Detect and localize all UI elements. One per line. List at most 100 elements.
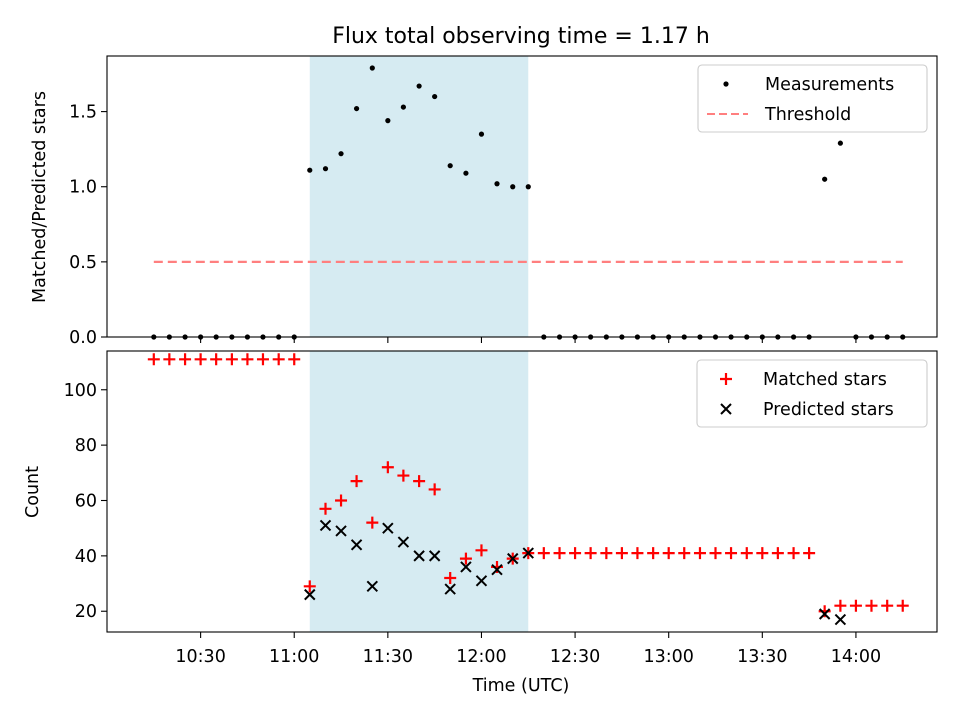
matched-star-point — [756, 547, 769, 560]
bottom-x-ticks: 10:30 11:00 11:30 12:00 12:30 13:00 13:30 14:00 — [175, 632, 881, 667]
top-ytick-label: 0.0 — [69, 328, 97, 348]
matched-star-point — [444, 572, 457, 585]
bottom-xtick-label: 11:30 — [363, 647, 413, 667]
top-y-axis-label: Matched/Predicted stars — [30, 91, 50, 303]
predicted-star-point — [428, 550, 441, 562]
legend-predicted-label: Predicted stars — [763, 400, 894, 420]
chart-title: Flux total observing time = 1.17 h — [332, 24, 710, 49]
bottom-xtick-label: 12:00 — [456, 647, 506, 667]
top-legend-box — [697, 64, 928, 133]
matched-star-point — [725, 547, 738, 560]
legend-threshold-label: Threshold — [764, 105, 851, 125]
matched-star-point — [335, 494, 348, 507]
predicted-star-point — [460, 561, 472, 573]
predicted-star-point — [444, 583, 456, 595]
matched-star-point — [397, 469, 410, 482]
matched-star-point — [413, 475, 426, 488]
matched-star-point — [303, 580, 316, 593]
matched-star-point — [896, 599, 909, 612]
bottom-y-ticks: 20 40 60 80 100 — [64, 381, 107, 622]
x-axis-label: Time (UTC) — [472, 676, 570, 696]
flux-ratio-panel: 0.0 0.5 1.0 1.5 Flux total observing time =… — [30, 24, 938, 348]
bottom-xtick-label: 10:30 — [175, 647, 225, 667]
measurement-point — [338, 151, 344, 157]
matched-star-point — [787, 547, 800, 560]
measurement-point — [494, 181, 500, 187]
measurement-point — [478, 131, 485, 137]
matched-star-point — [678, 547, 691, 560]
matched-star-point — [647, 547, 660, 560]
bottom-ytick-label: 80 — [75, 436, 97, 456]
predicted-star-point — [335, 525, 347, 537]
matched-star-point — [615, 547, 628, 560]
predicted-star-point — [319, 519, 332, 532]
bottom-xtick-label: 11:00 — [269, 647, 319, 667]
matched-star-point — [662, 547, 675, 560]
measurement-point — [416, 83, 422, 89]
matched-star-point — [631, 547, 644, 560]
matched-star-point — [771, 547, 784, 560]
measurement-point — [322, 166, 329, 172]
matched-star-point — [194, 353, 207, 366]
bottom-xtick-label: 13:30 — [737, 647, 787, 667]
matched-star-point — [600, 547, 613, 560]
matched-star-point — [163, 353, 176, 366]
matched-star-point — [537, 547, 550, 560]
bottom-axes-frame — [106, 350, 938, 633]
flux-ratio-marks — [151, 65, 906, 340]
bottom-legend-box — [696, 359, 928, 428]
predicted-star-point — [491, 564, 503, 576]
matched-star-point — [865, 599, 878, 612]
matched-star-point — [693, 547, 706, 560]
bottom-xtick-label: 13:00 — [643, 647, 693, 667]
measurement-point — [510, 184, 516, 190]
measurement-point — [385, 118, 391, 124]
bottom-ytick-label: 60 — [75, 491, 97, 511]
matched-star-point — [459, 552, 472, 565]
predicted-star-point — [413, 550, 425, 562]
matched-star-point — [272, 353, 285, 366]
matched-star-point — [569, 547, 582, 560]
matched-star-point — [428, 483, 441, 496]
legend-predicted-marker — [720, 403, 732, 415]
predicted-star-point — [366, 580, 379, 593]
matched-star-point — [849, 599, 862, 612]
bottom-legend: Matched stars Predicted stars — [696, 359, 928, 428]
matched-star-point — [350, 475, 363, 488]
matched-star-point — [241, 353, 254, 366]
matched-star-point — [553, 547, 566, 560]
measurement-point — [525, 184, 531, 190]
predicted-star-point — [475, 575, 488, 587]
matched-star-point — [319, 502, 332, 515]
predicted-star-point — [522, 547, 534, 559]
predicted-star-point — [834, 613, 847, 626]
measurement-point — [822, 176, 828, 182]
predicted-star-point — [507, 552, 519, 565]
matched-star-point — [709, 547, 722, 560]
legend-measurements-label: Measurements — [765, 75, 894, 95]
measurement-point — [432, 93, 438, 100]
measurement-point — [307, 167, 313, 173]
measurement-point — [353, 105, 360, 112]
legend-matched-marker — [720, 373, 732, 385]
predicted-star-point — [818, 608, 831, 620]
measurement-point — [447, 163, 453, 169]
observing-window-band-bottom — [309, 351, 529, 632]
top-ytick-label: 1.0 — [69, 178, 97, 198]
matched-star-point — [803, 547, 816, 560]
matched-star-point — [475, 544, 488, 557]
observing-window-band-top — [309, 56, 529, 337]
matched-star-point — [147, 353, 160, 366]
bottom-ytick-label: 40 — [75, 547, 97, 567]
bottom-ytick-label: 20 — [75, 602, 97, 622]
predicted-star-point — [382, 522, 394, 534]
matched-star-point — [584, 547, 597, 560]
matched-star-point — [366, 516, 379, 529]
matched-star-point — [256, 353, 269, 366]
star-count-panel: 20 40 60 80 100 10:30 11:00 11:30 12:00 12:30 13:… — [23, 350, 938, 696]
top-ytick-label: 0.5 — [69, 253, 97, 273]
matched-star-point — [740, 547, 753, 560]
predicted-star-point — [350, 539, 363, 551]
matched-star-point — [225, 353, 238, 366]
predicted-star-point — [397, 536, 410, 548]
